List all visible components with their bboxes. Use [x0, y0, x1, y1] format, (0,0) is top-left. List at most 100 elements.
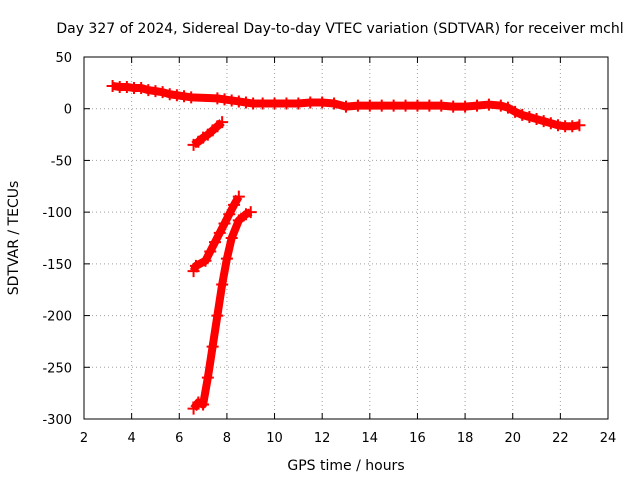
data-point — [292, 97, 305, 110]
data-point — [280, 97, 293, 110]
data-point — [211, 309, 224, 322]
data-point — [199, 254, 212, 267]
data-point — [232, 190, 245, 203]
data-point — [189, 259, 202, 272]
data-point — [149, 85, 162, 98]
data-point — [304, 96, 317, 109]
data-point — [218, 217, 231, 230]
data-point — [435, 99, 448, 112]
data-point — [223, 208, 236, 221]
x-tick-label: 20 — [504, 431, 521, 446]
x-tick-label: 10 — [266, 431, 283, 446]
series-deep-arc — [187, 206, 257, 415]
x-tick-label: 18 — [457, 431, 474, 446]
data-point — [375, 99, 388, 112]
data-point — [516, 108, 529, 121]
data-point — [170, 89, 183, 102]
data-point — [163, 88, 176, 101]
data-point — [501, 101, 514, 114]
data-point — [447, 100, 460, 113]
data-point — [316, 96, 329, 109]
y-tick-label: 0 — [64, 103, 72, 118]
data-point — [156, 86, 169, 99]
data-point — [239, 96, 252, 109]
chart-title: Day 327 of 2024, Sidereal Day-to-day VTE… — [56, 21, 623, 37]
series-trace — [189, 194, 243, 273]
axis-ticks: 2 4 6 8 10 12 14 16 18 20 22 24-300-250-200-150-100… — [42, 51, 616, 446]
series-mid-arc — [187, 190, 245, 278]
data-point — [509, 105, 522, 118]
data-point — [530, 113, 543, 126]
data-point — [244, 206, 257, 219]
data-point — [206, 340, 219, 353]
data-point — [201, 371, 214, 384]
data-point — [216, 116, 229, 129]
x-tick-label: 8 — [223, 431, 231, 446]
series-short-arc — [187, 116, 229, 151]
data-point — [178, 90, 191, 103]
data-point — [340, 100, 352, 113]
data-point — [216, 278, 229, 291]
data-point — [225, 232, 238, 244]
y-tick-label: -300 — [42, 413, 72, 428]
data-point — [328, 97, 341, 110]
data-point — [537, 115, 550, 128]
data-point — [351, 99, 364, 112]
data-point — [232, 95, 245, 108]
gridlines — [84, 57, 608, 419]
x-tick-label: 14 — [362, 431, 379, 446]
data-point — [411, 99, 424, 112]
data-point — [106, 79, 119, 92]
data-point — [204, 245, 217, 258]
y-tick-label: -250 — [42, 361, 72, 376]
data-point — [387, 99, 400, 112]
x-tick-label: 2 — [80, 431, 88, 446]
data-point — [459, 100, 472, 113]
data-point — [523, 110, 536, 123]
series-trace — [190, 208, 253, 412]
data-point — [218, 93, 231, 106]
y-tick-label: -150 — [42, 258, 72, 273]
x-tick-label: 22 — [552, 431, 569, 446]
series-main-track — [106, 79, 586, 133]
x-tick-label: 6 — [175, 431, 183, 446]
data-point — [213, 226, 226, 239]
data-point — [185, 91, 198, 104]
data-point — [544, 117, 557, 130]
y-tick-label: -200 — [42, 310, 72, 325]
data-point — [399, 99, 412, 112]
data-point — [232, 214, 245, 227]
data-point — [225, 94, 238, 107]
data-point — [187, 402, 200, 415]
x-tick-label: 4 — [127, 431, 135, 446]
data-point — [494, 99, 507, 112]
y-tick-label: 50 — [55, 51, 72, 66]
plot-frame — [83, 56, 609, 420]
x-tick-label: 12 — [314, 431, 331, 446]
data-point — [256, 97, 269, 110]
data-point — [211, 92, 224, 105]
x-tick-label: 16 — [409, 431, 426, 446]
data-point — [268, 97, 281, 110]
data-point — [423, 99, 436, 112]
data-series — [106, 79, 586, 415]
y-tick-label: -100 — [42, 206, 72, 221]
data-point — [363, 99, 376, 112]
y-axis-label: SDTVAR / TECUs — [6, 181, 22, 296]
data-point — [135, 82, 148, 95]
data-point — [551, 119, 564, 132]
data-point — [482, 98, 495, 111]
data-point — [220, 252, 233, 265]
x-axis-label: GPS time / hours — [287, 458, 404, 474]
data-point — [471, 99, 483, 112]
data-point — [120, 80, 133, 93]
data-point — [197, 398, 210, 411]
data-point — [187, 265, 200, 278]
data-point — [573, 119, 586, 132]
x-tick-label: 24 — [600, 431, 617, 446]
data-point — [228, 198, 241, 211]
data-point — [209, 236, 221, 249]
data-point — [566, 120, 579, 133]
y-tick-label: -50 — [51, 154, 72, 169]
